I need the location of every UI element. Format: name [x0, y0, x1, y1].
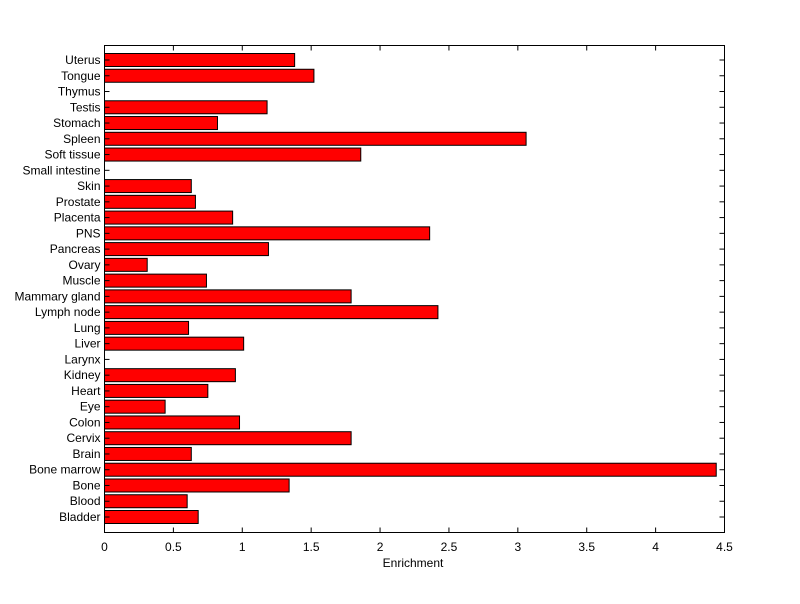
x-tick-label: 2.5 [441, 540, 458, 554]
bar-spleen [104, 131, 527, 146]
bar-cervix [104, 431, 352, 446]
y-tick-label: Thymus [58, 85, 101, 99]
bar-bone [104, 478, 290, 493]
x-tick-label: 3.5 [578, 540, 595, 554]
y-tick-label: Cervix [66, 431, 100, 445]
y-tick-label: Brain [72, 447, 100, 461]
bar-ovary [104, 257, 148, 272]
y-tick-label: Colon [69, 415, 100, 429]
x-tick-label: 4 [652, 540, 659, 554]
bar-lung [104, 320, 190, 335]
bar-bladder [104, 510, 199, 524]
y-tick-label: Pancreas [50, 242, 101, 256]
y-tick-label: Spleen [63, 132, 100, 146]
bar-blood [104, 494, 188, 509]
x-tick-label: 2 [377, 540, 384, 554]
y-tick-label: Mammary gland [14, 289, 100, 303]
x-tick-label: 0 [101, 540, 108, 554]
bar-tongue [104, 68, 315, 83]
bar-skin [104, 179, 192, 194]
y-tick-label: Liver [74, 337, 100, 351]
x-tick-label: 1.5 [303, 540, 320, 554]
bar-soft-tissue [104, 147, 362, 162]
y-tick-label: Lymph node [35, 305, 101, 319]
bar-eye [104, 399, 166, 414]
bar-prostate [104, 194, 196, 209]
bar-bone-marrow [104, 462, 717, 477]
x-tick-label: 3 [514, 540, 521, 554]
bar-stomach [104, 116, 218, 131]
y-tick-label: Soft tissue [44, 148, 100, 162]
y-tick-label: Testis [70, 100, 101, 114]
y-tick-label: Eye [80, 400, 101, 414]
bar-muscle [104, 273, 207, 288]
y-tick-label: Tongue [61, 69, 101, 83]
y-tick-label: Bone marrow [29, 463, 101, 477]
y-tick-label: Small intestine [22, 163, 100, 177]
y-tick-label: Lung [74, 321, 101, 335]
y-tick-label: Muscle [62, 274, 100, 288]
y-tick-label: Skin [77, 179, 100, 193]
y-tick-label: Bone [72, 478, 100, 492]
x-tick-label: 4.5 [716, 540, 733, 554]
bar-pns [104, 226, 431, 241]
plot-frame [104, 45, 725, 533]
bar-kidney [104, 368, 236, 383]
y-tick-label: Uterus [65, 53, 100, 67]
bar-pancreas [104, 242, 269, 257]
bar-lymph-node [104, 305, 439, 320]
bar-mammary-gland [104, 289, 352, 304]
y-tick-label: Stomach [53, 116, 100, 130]
bar-brain [104, 446, 192, 461]
y-tick-label: Bladder [59, 510, 100, 524]
y-tick-label: Prostate [56, 195, 101, 209]
x-axis-label: Enrichment [383, 556, 444, 570]
bar-colon [104, 415, 241, 430]
bar-placenta [104, 210, 234, 225]
bar-liver [104, 336, 245, 351]
y-tick-label: PNS [76, 226, 101, 240]
y-tick-label: Placenta [54, 211, 101, 225]
y-tick-label: Heart [71, 384, 101, 398]
bar-heart [104, 383, 209, 398]
x-tick-label: 0.5 [165, 540, 182, 554]
y-tick-label: Larynx [64, 352, 100, 366]
y-tick-label: Blood [70, 494, 101, 508]
y-tick-label: Ovary [68, 258, 100, 272]
bar-uterus [104, 53, 296, 67]
bar-testis [104, 100, 268, 115]
y-tick-label: Kidney [64, 368, 101, 382]
x-tick-label: 1 [239, 540, 246, 554]
